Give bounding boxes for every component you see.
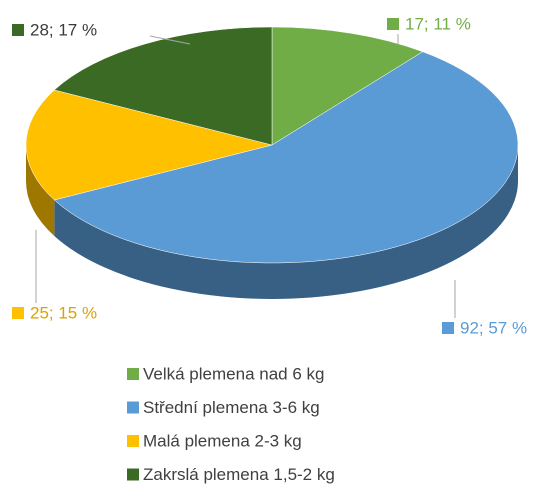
data-label: 25; 15 % (30, 303, 97, 322)
slice (271, 26, 424, 146)
label-swatch (12, 307, 24, 319)
data-label: 28; 17 % (30, 20, 97, 39)
slice (53, 51, 519, 264)
leader-line (149, 35, 191, 45)
legend-swatch (127, 468, 139, 481)
slice-side (54, 145, 518, 299)
legend-swatch (127, 368, 139, 380)
legend-swatch (127, 435, 139, 447)
data-label: 92; 57 % (460, 318, 527, 337)
label-swatch (387, 18, 399, 30)
legend-label: Velká plemena nad 6 kg (143, 364, 324, 383)
data-label: 17; 11 % (405, 14, 471, 33)
legend-label: Malá plemena 2-3 kg (143, 431, 302, 450)
legend-swatch (127, 401, 139, 414)
slice (25, 89, 273, 201)
label-swatch (442, 322, 454, 334)
legend-label: Střední plemena 3-6 kg (143, 398, 320, 417)
legend-label: Zakrslá plemena 1,5-2 kg (143, 465, 335, 484)
slice (53, 26, 273, 146)
label-swatch (12, 24, 24, 36)
slice-side (26, 145, 55, 236)
